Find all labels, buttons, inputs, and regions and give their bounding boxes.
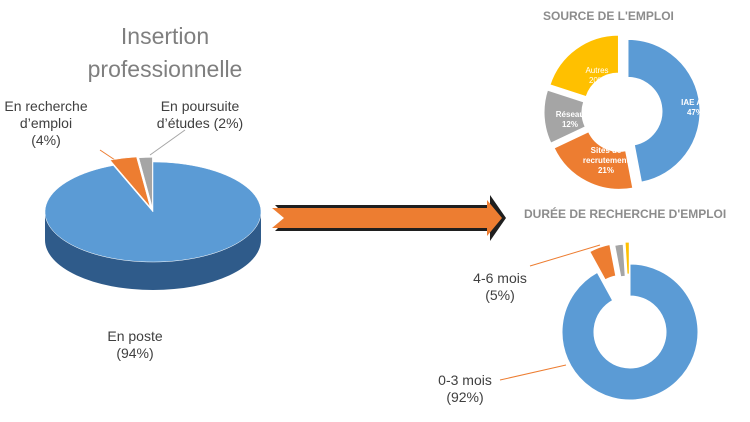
value-label: 47% [686, 108, 703, 117]
slice [138, 157, 153, 208]
arrow [272, 200, 502, 236]
slice-label: Autres 20% [582, 66, 612, 86]
slice-label: En recherche d’emploi (4%) [0, 98, 92, 149]
slice [109, 156, 151, 207]
leader-line [499, 364, 567, 381]
slice-label: Réseau 12% [552, 110, 588, 130]
slice [627, 38, 701, 183]
category-label: En recherche d’emploi [4, 98, 88, 131]
chart-title: DURÉE DE RECHERCHE D'EMPLOI [524, 207, 727, 221]
slice [624, 241, 630, 275]
slice [543, 89, 586, 144]
chart-title: Insertion professionnelle [87, 23, 243, 82]
value-label: (2%) [213, 115, 244, 131]
chart-title: SOURCE DE L'EMPLOI [543, 9, 674, 23]
slice [549, 34, 619, 98]
slice-label: En poursuite d’études (2%) [150, 98, 250, 132]
value-label: 12% [561, 120, 578, 129]
leader-line [149, 129, 186, 156]
category-label: 4-6 mois [473, 270, 527, 286]
slice [614, 243, 626, 278]
slice [44, 161, 262, 263]
category-label: Sites de recrutement [582, 146, 630, 165]
value-label: (92%) [446, 389, 484, 405]
category-label: En poursuite d’études [156, 98, 240, 131]
slice-label: 4-6 mois (5%) [470, 270, 530, 304]
value-label: 20% [588, 76, 605, 85]
slice-label: Sites de recrutement 21% [576, 146, 636, 176]
slice [589, 243, 617, 281]
value-label: (94%) [116, 345, 154, 361]
leader-line [529, 244, 601, 267]
slice-label: IAE Aix 47% [680, 98, 710, 118]
category-label: En poste [107, 328, 163, 344]
slice-label: 0-3 mois (92%) [430, 372, 500, 406]
category-label: IAE Aix [681, 98, 709, 107]
value-label: (4%) [31, 132, 61, 148]
slice [561, 263, 699, 401]
category-label: 0-3 mois [438, 372, 492, 388]
value-label: (5%) [485, 287, 515, 303]
slice-label: En poste (94%) [95, 328, 175, 362]
pie-side [45, 212, 261, 290]
category-label: Réseau [555, 110, 585, 119]
category-label: Autres [585, 66, 609, 75]
slice [553, 131, 634, 190]
value-label: 21% [597, 166, 614, 175]
